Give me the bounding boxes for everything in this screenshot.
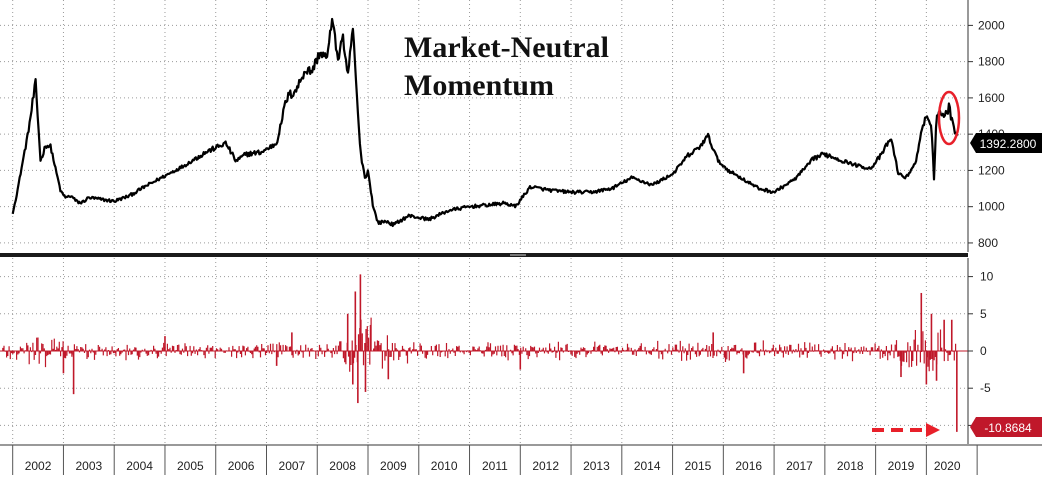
panel-divider	[0, 253, 968, 257]
year-label: 2013	[583, 459, 610, 473]
top-tick-label: 2000	[978, 18, 1005, 32]
year-label: 2003	[75, 459, 102, 473]
highlight-ellipse	[937, 90, 961, 146]
momentum-index-line	[11, 17, 959, 228]
year-label: 2015	[685, 459, 712, 473]
top-price-axis: 800100012001400160018002000	[967, 0, 1005, 252]
panel-divider-bar	[0, 253, 968, 257]
year-label: 2020	[934, 459, 961, 473]
top-last-value-badge: 1392.2800	[970, 133, 1042, 153]
panel-divider-grip	[510, 254, 526, 256]
bottom-tick-label: 10	[980, 270, 994, 284]
chart-title-line-1: Market-Neutral	[404, 31, 609, 64]
bottom-tick-label: -5	[980, 381, 991, 395]
top-tick-label: 1200	[978, 163, 1005, 177]
bottom-tick-label: 0	[980, 344, 987, 358]
year-label: 2018	[837, 459, 864, 473]
year-axis: 2002 2003 2004 2005 2006 2007 2008 2009 2010 2011…	[0, 444, 1042, 475]
bottom-tick-label: 5	[980, 307, 987, 321]
year-label: 2017	[786, 459, 813, 473]
top-tick-label: 800	[978, 236, 998, 250]
year-label: 2010	[431, 459, 458, 473]
year-label: 2011	[482, 459, 508, 473]
year-label: 2012	[532, 459, 559, 473]
bottom-last-value-badge: -10.8684	[970, 417, 1042, 437]
top-tick-label: 1600	[978, 91, 1005, 105]
year-label: 2014	[634, 459, 661, 473]
top-last-value-label: 1392.2800	[980, 137, 1037, 151]
top-tick-label: 1000	[978, 200, 1005, 214]
bottom-change-axis: -5 0 5 10	[967, 258, 994, 444]
year-label: 2019	[888, 459, 915, 473]
year-label: 2008	[329, 459, 356, 473]
year-label: 2002	[25, 459, 52, 473]
year-label: 2009	[380, 459, 407, 473]
year-label: 2007	[279, 459, 306, 473]
year-label: 2006	[228, 459, 255, 473]
daily-change-bars	[0, 274, 968, 432]
year-label: 2005	[177, 459, 204, 473]
daily-change-noise-bars	[0, 317, 958, 372]
arrow-icon	[872, 423, 940, 437]
chart-title-line-2: Momentum	[404, 69, 554, 102]
bottom-last-value-label: -10.8684	[984, 421, 1032, 435]
year-label: 2004	[126, 459, 153, 473]
year-label: 2016	[735, 459, 762, 473]
top-tick-label: 1800	[978, 55, 1005, 69]
top-panel-grid	[0, 0, 968, 252]
